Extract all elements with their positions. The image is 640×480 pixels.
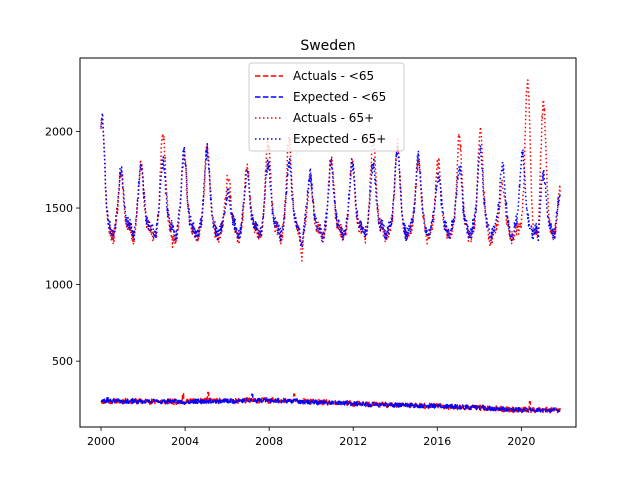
chart-title: Sweden bbox=[300, 38, 355, 54]
x-tick-label: 2000 bbox=[87, 435, 115, 448]
y-tick-label: 1000 bbox=[45, 279, 73, 292]
legend-label: Expected - 65+ bbox=[293, 132, 386, 146]
x-tick-label: 2004 bbox=[171, 435, 199, 448]
series-line-2 bbox=[100, 393, 561, 413]
legend-box bbox=[248, 62, 405, 152]
y-tick-label: 500 bbox=[52, 355, 73, 368]
x-tick-label: 2016 bbox=[423, 435, 451, 448]
legend-label: Actuals - <65 bbox=[293, 69, 374, 83]
x-axis: 2000 2004 2008 2012 2016 2020 bbox=[87, 427, 535, 448]
y-axis: 500 1000 1500 2000 bbox=[45, 125, 80, 368]
x-tick-label: 2012 bbox=[339, 435, 367, 448]
y-tick-label: 2000 bbox=[45, 125, 73, 138]
y-tick-label: 1500 bbox=[45, 202, 73, 215]
x-tick-label: 2020 bbox=[507, 435, 535, 448]
legend-label: Actuals - 65+ bbox=[293, 111, 374, 125]
x-tick-label: 2008 bbox=[255, 435, 283, 448]
legend: Actuals - <65 Expected - <65 Actuals - 65+… bbox=[248, 62, 405, 152]
plot-area bbox=[100, 79, 561, 414]
axes-frame bbox=[79, 57, 577, 428]
legend-label: Expected - <65 bbox=[293, 90, 386, 104]
